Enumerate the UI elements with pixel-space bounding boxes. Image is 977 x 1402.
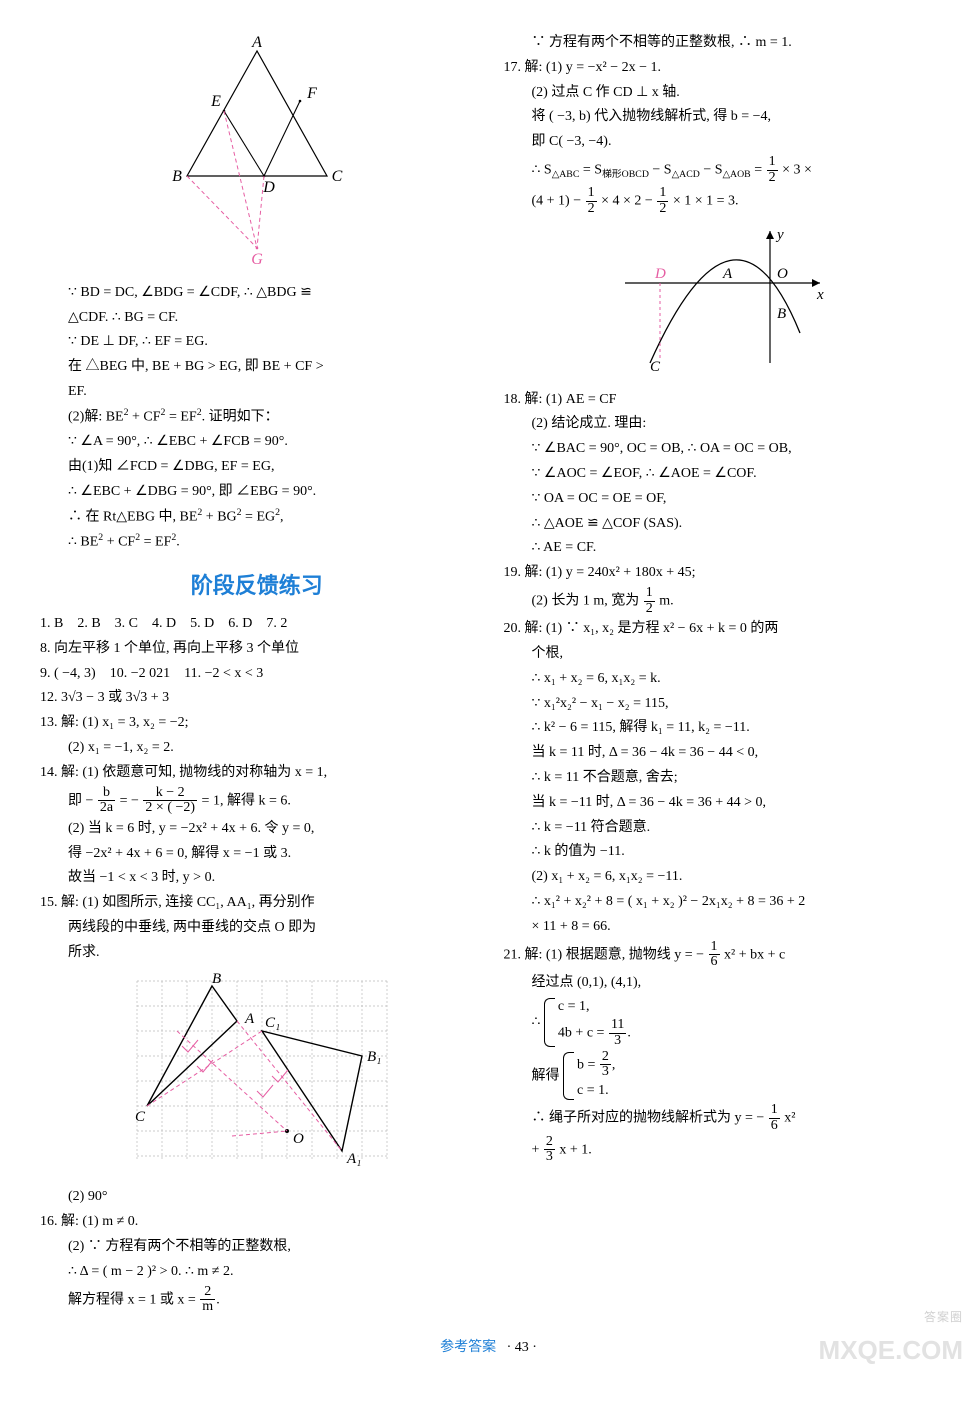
figure-grid: B A C C₁ B₁ A₁ O	[40, 971, 474, 1180]
mc-row5b: (2) x₁ = −1, x₂ = 2.	[40, 736, 474, 760]
q18-l5: ∵ OA = OC = OE = OF,	[504, 487, 938, 511]
q16-l3: ∴ Δ = ( m − 2 )² > 0. ∴ m ≠ 2.	[40, 1260, 474, 1284]
proof-l1: ∵ BD = DC, ∠BDG = ∠CDF, ∴ △BDG ≌	[40, 281, 474, 305]
q20-l9: ∴ k = −11 符合题意.	[504, 816, 938, 840]
watermark: 答案圈 MXQE.COM	[819, 1307, 963, 1372]
fig1-label-E: E	[210, 93, 221, 110]
svg-text:C: C	[135, 1109, 146, 1125]
q20-l12: ∴ x₁² + x₂² + 8 = ( x₁ + x₂ )² − 2x₁x₂ +…	[504, 890, 938, 914]
fig1-label-F: F	[306, 85, 317, 102]
q14-l1: 14. 解: (1) 依题意可知, 抛物线的对称轴为 x = 1,	[40, 761, 474, 785]
mc-row1: 1. B 2. B 3. C 4. D 5. D 6. D 7. 2	[40, 612, 474, 636]
q15-l4: (2) 90°	[40, 1185, 474, 1209]
svg-text:x: x	[816, 287, 824, 303]
proof-l6: (2)解: BE2 + CF2 = EF2. 证明如下：	[40, 405, 474, 429]
q15-l3: 所求.	[40, 941, 474, 965]
q18-l3: ∵ ∠BAC = 90°, OC = OB, ∴ OA = OC = OB,	[504, 437, 938, 461]
q20-l3: ∴ x₁ + x₂ = 6, x₁x₂ = k.	[504, 667, 938, 691]
svg-text:B₁: B₁	[367, 1049, 381, 1065]
svg-text:A: A	[722, 266, 733, 282]
mc-row5: 13. 解: (1) x₁ = 3, x₂ = −2;	[40, 711, 474, 735]
proof-l9: ∴ ∠EBC + ∠DBG = 90°, 即 ∠EBG = 90°.	[40, 480, 474, 504]
q21-l6: + 23 x + 1.	[504, 1135, 938, 1165]
svg-text:A₁: A₁	[346, 1151, 361, 1167]
watermark-big: MXQE.COM	[819, 1328, 963, 1372]
svg-text:y: y	[775, 227, 784, 243]
q14-l3: (2) 当 k = 6 时, y = −2x² + 4x + 6. 令 y = …	[40, 817, 474, 841]
q18-l6: ∴ △AOE ≌ △COF (SAS).	[504, 512, 938, 536]
svg-text:B: B	[777, 306, 786, 322]
proof-l3: ∵ DE ⊥ DF, ∴ EF = EG.	[40, 330, 474, 354]
proof-l11: ∴ BE2 + CF2 = EF2.	[40, 530, 474, 554]
svg-text:C: C	[650, 359, 661, 373]
section-title: 阶段反馈练习	[40, 567, 474, 604]
q18-l7: ∴ AE = CF.	[504, 536, 938, 560]
q21-l1: 21. 解: (1) 根据题意, 抛物线 y = − 16 x² + bx + …	[504, 940, 938, 970]
q20-l11: (2) x₁ + x₂ = 6, x₁x₂ = −11.	[504, 865, 938, 889]
fig1-label-A: A	[251, 36, 262, 51]
q17-l1: 17. 解: (1) y = −x² − 2x − 1.	[504, 56, 938, 80]
q17-l6: (4 + 1) − 12 × 4 × 2 − 12 × 1 × 1 = 3.	[504, 186, 938, 216]
q20-l4: ∵ x₁²x₂² − x₁ − x₂ = 115,	[504, 692, 938, 716]
q16-l1: 16. 解: (1) m ≠ 0.	[40, 1210, 474, 1234]
q20-l13: × 11 + 8 = 66.	[504, 915, 938, 939]
proof-l4: 在 △BEG 中, BE + BG > EG, 即 BE + CF >	[40, 355, 474, 379]
q17-l5: ∴ S△ABC = S梯形OBCD − S△ACD − S△AOB = 12 ×…	[504, 155, 938, 185]
svg-text:O: O	[777, 266, 788, 282]
q19-l2: (2) 长为 1 m, 宽为 12 m.	[504, 586, 938, 616]
svg-text:O: O	[293, 1131, 304, 1147]
mc-row4: 12. 3√3 − 3 或 3√3 + 3	[40, 686, 474, 710]
q14-l5: 故当 −1 < x < 3 时, y > 0.	[40, 866, 474, 890]
q15-l1: 15. 解: (1) 如图所示, 连接 CC₁, AA₁, 再分别作	[40, 891, 474, 915]
q18-l4: ∵ ∠AOC = ∠EOF, ∴ ∠AOE = ∠COF.	[504, 462, 938, 486]
figure-parabola: D A O B C x y	[504, 223, 938, 382]
top-cont: ∵ 方程有两个不相等的正整数根, ∴ m = 1.	[504, 31, 938, 55]
q20-l5: ∴ k² − 6 = 115, 解得 k₁ = 11, k₂ = −11.	[504, 716, 938, 740]
q18-l1: 18. 解: (1) AE = CF	[504, 388, 938, 412]
q20-l1: 20. 解: (1) ∵ x₁, x₂ 是方程 x² − 6x + k = 0 …	[504, 617, 938, 641]
mc-row2: 8. 向左平移 1 个单位, 再向上平移 3 个单位	[40, 637, 474, 661]
fig1-label-B: B	[172, 168, 182, 185]
fig1-label-G: G	[251, 251, 263, 266]
q17-l4: 即 C( −3, −4).	[504, 130, 938, 154]
q16-l2: (2) ∵ 方程有两个不相等的正整数根,	[40, 1235, 474, 1259]
q20-l2: 个根,	[504, 642, 938, 666]
q20-l10: ∴ k 的值为 −11.	[504, 840, 938, 864]
fig1-label-D: D	[262, 179, 275, 196]
q20-l8: 当 k = −11 时, Δ = 36 − 4k = 36 + 44 > 0,	[504, 791, 938, 815]
proof-l10: ∴ 在 Rt△EBG 中, BE2 + BG2 = EG2,	[40, 505, 474, 529]
q15-l2: 两线段的中垂线, 两中垂线的交点 O 即为	[40, 916, 474, 940]
left-column: A B C D E F G ∵ BD = DC, ∠BDG = ∠CDF, ∴ …	[40, 30, 474, 1316]
q21-l4: 解得 b = 23, c = 1.	[504, 1050, 938, 1103]
q16-l4: 解方程得 x = 1 或 x = 2m.	[40, 1285, 474, 1315]
q17-l2: (2) 过点 C 作 CD ⊥ x 轴.	[504, 81, 938, 105]
q14-l2: 即 − b2a = − k − 22 × ( −2) = 1, 解得 k = 6…	[40, 786, 474, 816]
q21-l3: ∴ c = 1, 4b + c = 113.	[504, 996, 938, 1049]
watermark-small: 答案圈	[819, 1307, 963, 1327]
proof-l7: ∵ ∠A = 90°, ∴ ∠EBC + ∠FCB = 90°.	[40, 430, 474, 454]
q20-l7: ∴ k = 11 不合题意, 舍去;	[504, 766, 938, 790]
svg-text:C₁: C₁	[265, 1015, 280, 1031]
q19-l1: 19. 解: (1) y = 240x² + 180x + 45;	[504, 561, 938, 585]
fig1-label-C: C	[331, 168, 342, 185]
footer-ref: 参考答案	[440, 1340, 496, 1355]
footer-page: · 43 ·	[507, 1340, 537, 1355]
q14-l4: 得 −2x² + 4x + 6 = 0, 解得 x = −1 或 3.	[40, 842, 474, 866]
figure-triangle: A B C D E F G	[40, 36, 474, 275]
svg-text:B: B	[212, 971, 221, 987]
q17-l3: 将 ( −3, b) 代入抛物线解析式, 得 b = −4,	[504, 105, 938, 129]
page-footer: 参考答案 · 43 ·	[40, 1336, 937, 1360]
proof-l2: △CDF. ∴ BG = CF.	[40, 306, 474, 330]
mc-row3: 9. ( −4, 3) 10. −2 021 11. −2 < x < 3	[40, 662, 474, 686]
q20-l6: 当 k = 11 时, Δ = 36 − 4k = 36 − 44 < 0,	[504, 741, 938, 765]
q21-l2: 经过点 (0,1), (4,1),	[504, 971, 938, 995]
proof-l5: EF.	[40, 380, 474, 404]
svg-text:D: D	[654, 266, 666, 282]
svg-text:A: A	[244, 1011, 255, 1027]
right-column: ∵ 方程有两个不相等的正整数根, ∴ m = 1. 17. 解: (1) y =…	[504, 30, 938, 1316]
proof-l8: 由(1)知 ∠FCD = ∠DBG, EF = EG,	[40, 455, 474, 479]
q18-l2: (2) 结论成立. 理由:	[504, 412, 938, 436]
q21-l5: ∴ 绳子所对应的抛物线解析式为 y = − 16 x²	[504, 1103, 938, 1133]
